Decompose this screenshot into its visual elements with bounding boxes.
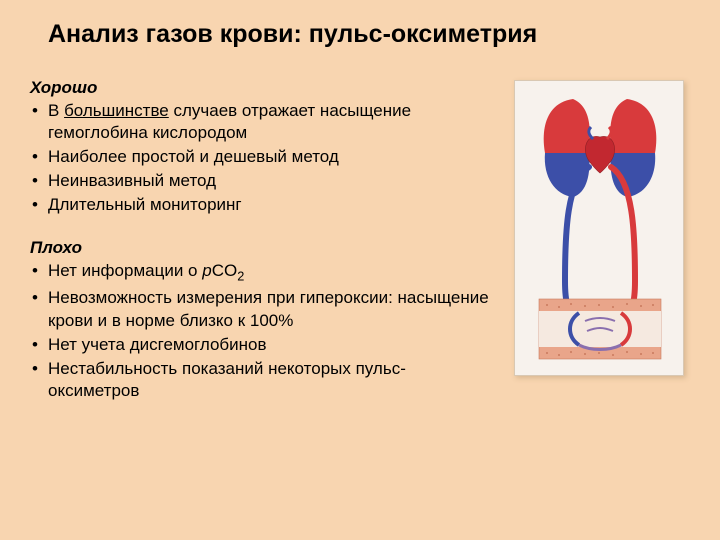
bad-heading: Плохо (30, 238, 490, 258)
good-item: Наиболее простой и дешевый метод (30, 146, 490, 168)
good-list: В большинстве случаев отражает насыщение… (30, 100, 490, 216)
page-title: Анализ газов крови: пульс-оксиметрия (48, 20, 537, 49)
bad-item: Нестабильность показаний некоторых пульс… (30, 358, 490, 402)
tissue-icon (539, 299, 661, 359)
bad-item: Нет учета дисгемоглобинов (30, 334, 490, 356)
bad-item: Невозможность измерения при гипероксии: … (30, 287, 490, 331)
lung-right-icon (610, 99, 656, 197)
good-heading: Хорошо (30, 78, 490, 98)
anatomy-svg (515, 81, 685, 377)
content-area: Хорошо В большинстве случаев отражает на… (30, 78, 490, 424)
good-item: Длительный мониторинг (30, 194, 490, 216)
good-item: Неинвазивный метод (30, 170, 490, 192)
anatomy-figure (514, 80, 684, 376)
good-item: В большинстве случаев отражает насыщение… (30, 100, 490, 144)
bad-list: Нет информации о pCO2Невозможность измер… (30, 260, 490, 401)
lung-left-icon (544, 99, 590, 197)
bad-item: Нет информации о pCO2 (30, 260, 490, 285)
